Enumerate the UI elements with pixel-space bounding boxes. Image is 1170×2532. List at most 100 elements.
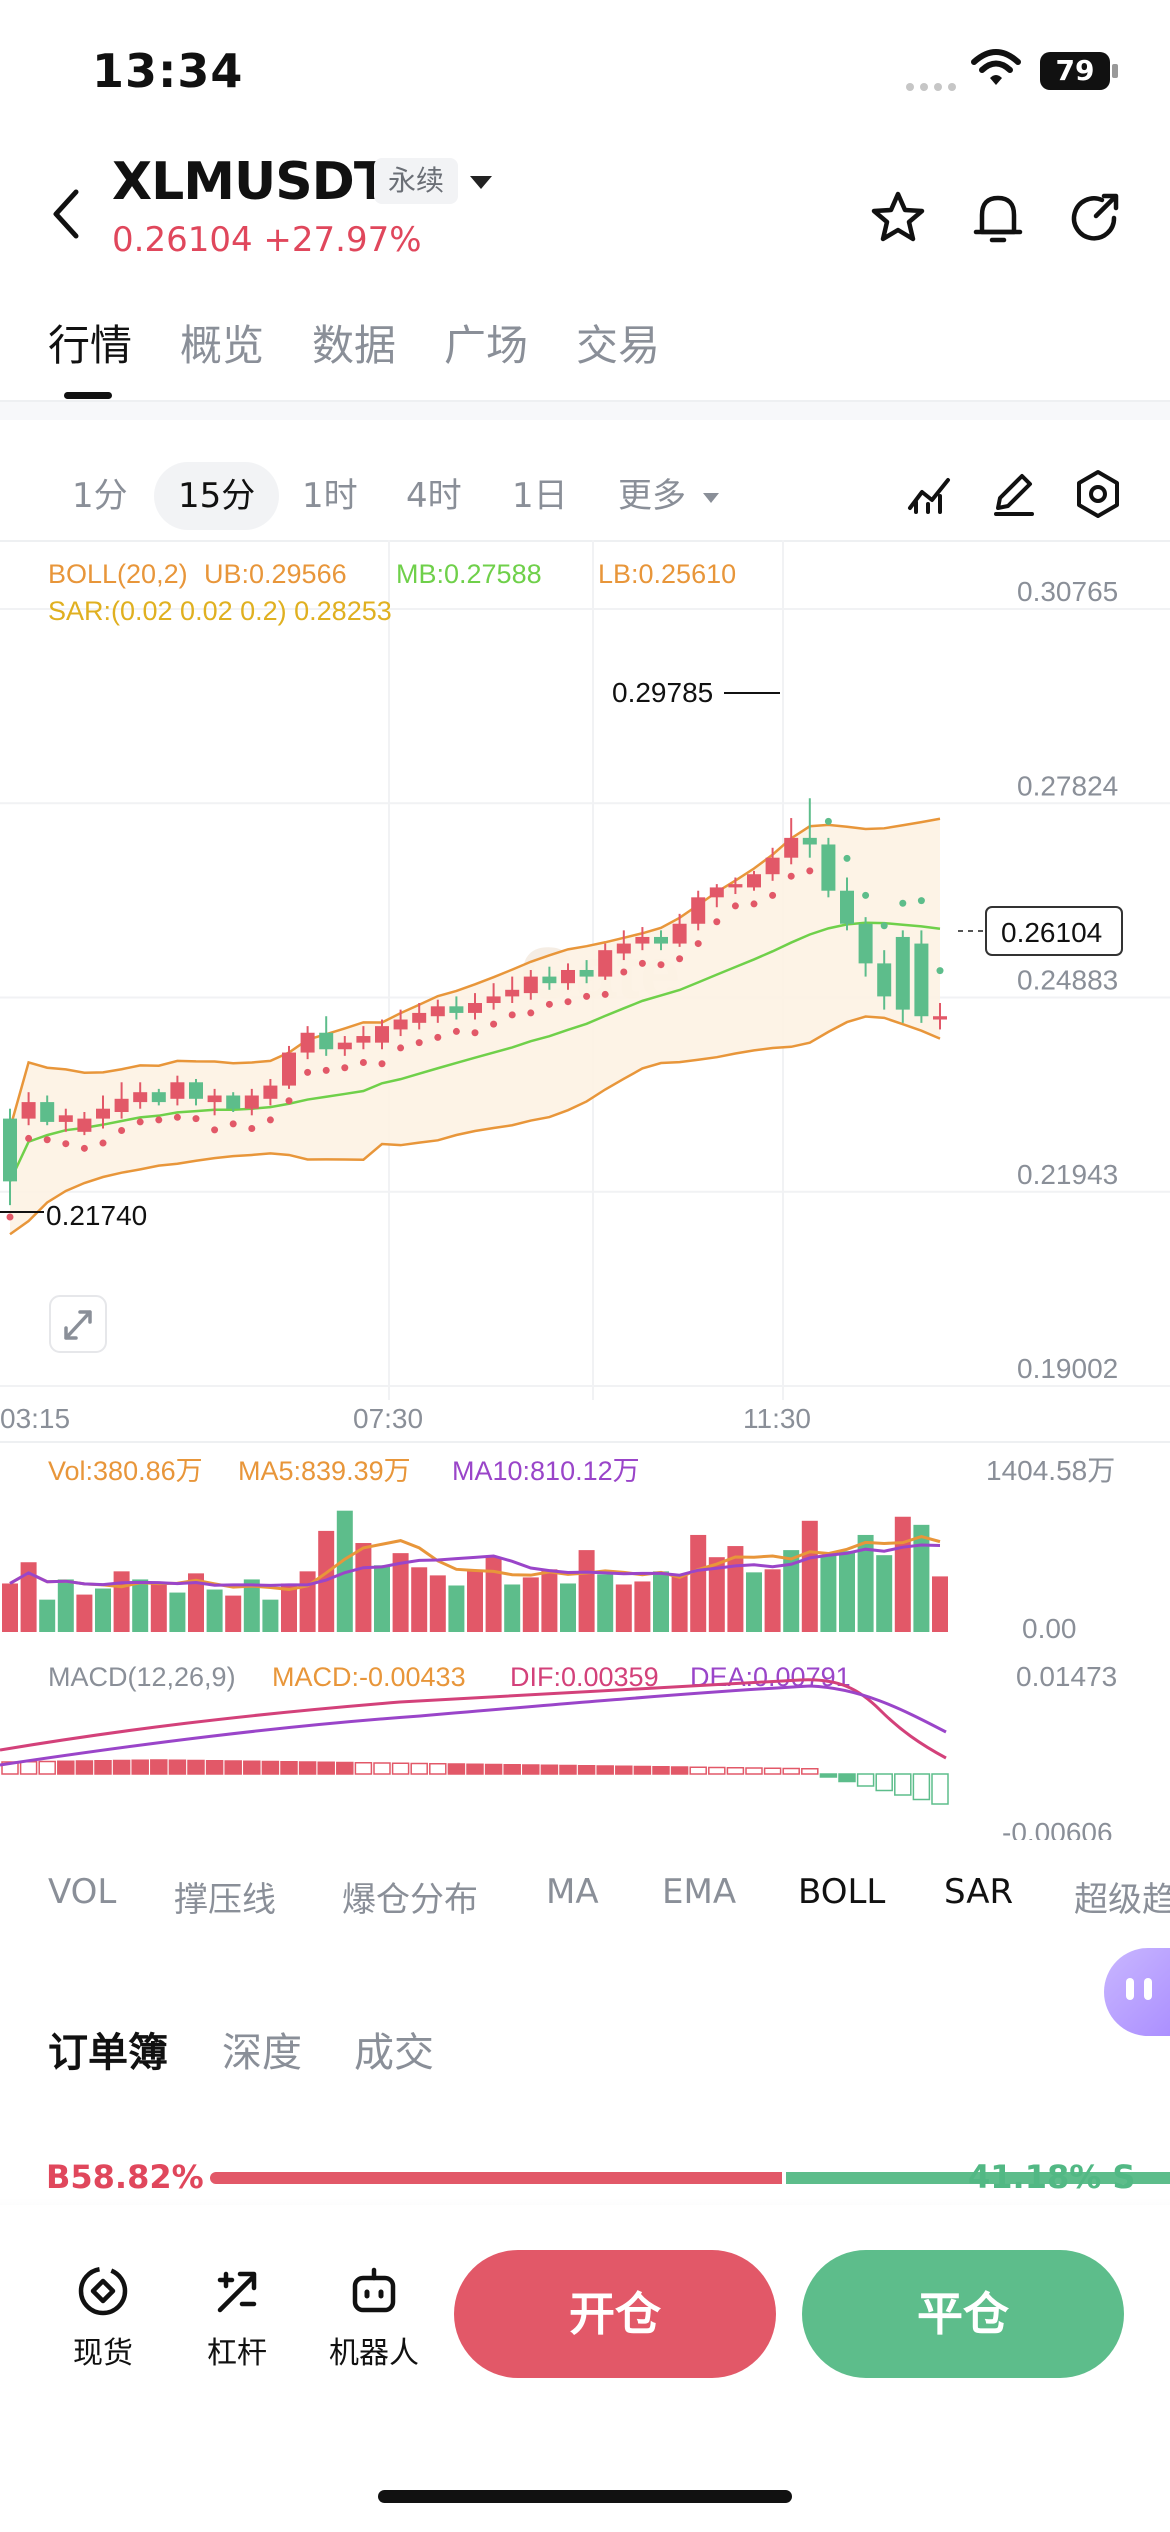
sar-dot bbox=[155, 1116, 163, 1124]
indicator-tab-vol[interactable]: VOL bbox=[48, 1872, 117, 1912]
tab-depth[interactable]: 深度 bbox=[222, 2030, 302, 2076]
nav-robot[interactable]: 机器人 bbox=[318, 2262, 430, 2372]
tab-data[interactable]: 数据 bbox=[312, 321, 397, 370]
timeframe-1h[interactable]: 1时 bbox=[302, 476, 358, 516]
sar-dot bbox=[806, 867, 814, 875]
macd-legend-macd: MACD:-0.00433 bbox=[272, 1662, 466, 1692]
indicator-tab-liquidation[interactable]: 爆仓分布 bbox=[342, 1880, 478, 1920]
timeframe-1d[interactable]: 1日 bbox=[512, 476, 568, 516]
pair-name[interactable]: XLMUSDT bbox=[112, 152, 389, 212]
volume-bar bbox=[281, 1583, 297, 1632]
bell-icon[interactable] bbox=[968, 188, 1028, 248]
indicator-tab-supertrend[interactable]: 超级趋 bbox=[1074, 1880, 1170, 1920]
price-axis: 0.30765 0.27824 0.24883 0.21943 0.19002 bbox=[1017, 576, 1118, 1384]
price-axis-label: 0.21943 bbox=[1017, 1159, 1118, 1190]
candlestick-chart[interactable]: Gate BOLL(20,2) UB:0.29566 MB:0.27588 LB… bbox=[0, 540, 1170, 1840]
indicator-icon[interactable] bbox=[902, 466, 958, 522]
tab-overview[interactable]: 概览 bbox=[180, 321, 265, 370]
sar-dot bbox=[490, 1020, 498, 1028]
sar-dot bbox=[843, 854, 851, 862]
sar-dot bbox=[322, 1066, 330, 1074]
candle bbox=[840, 877, 854, 931]
boll-bands bbox=[8, 817, 941, 1236]
indicator-tab-boll[interactable]: BOLL bbox=[798, 1872, 886, 1912]
macd-histogram bbox=[1, 1759, 949, 1805]
share-icon[interactable] bbox=[1064, 188, 1124, 248]
volume-bar bbox=[243, 1579, 260, 1632]
tab-trades[interactable]: 成交 bbox=[354, 2030, 434, 2076]
assistant-bubble[interactable] bbox=[1104, 1948, 1170, 2036]
candle-body bbox=[263, 1085, 278, 1099]
vol-legend: Vol:380.86万 bbox=[48, 1456, 203, 1486]
candle bbox=[747, 870, 761, 891]
volume-bar bbox=[95, 1588, 111, 1632]
star-icon[interactable] bbox=[868, 188, 928, 248]
tab-market[interactable]: 行情 bbox=[48, 321, 133, 370]
sar-dot bbox=[192, 1115, 200, 1123]
tab-orderbook[interactable]: 订单簿 bbox=[48, 2030, 168, 2076]
active-tab-indicator bbox=[64, 392, 112, 399]
macd-bar bbox=[205, 1760, 224, 1775]
macd-bar bbox=[391, 1762, 410, 1775]
sar-dot bbox=[862, 891, 870, 899]
chevron-down-icon[interactable] bbox=[470, 176, 492, 189]
volume-bar bbox=[615, 1584, 632, 1632]
vol-ma5-legend: MA5:839.39万 bbox=[238, 1456, 411, 1486]
timeframe-more[interactable]: 更多 bbox=[618, 462, 719, 530]
candle-body bbox=[449, 1006, 464, 1013]
sar-legend: SAR:(0.02 0.02 0.2) 0.28253 bbox=[48, 596, 392, 626]
macd-bar bbox=[596, 1765, 614, 1775]
volume-bar bbox=[113, 1571, 130, 1632]
open-position-button[interactable]: 开仓 bbox=[454, 2250, 776, 2378]
candle-body bbox=[858, 923, 873, 964]
macd-bar bbox=[577, 1765, 596, 1775]
timeframe-15m[interactable]: 15分 bbox=[154, 462, 280, 530]
candle-body bbox=[840, 890, 854, 924]
nav-leverage[interactable]: 杠杆 bbox=[182, 2262, 292, 2372]
wifi-icon bbox=[971, 49, 1021, 85]
expand-icon[interactable] bbox=[49, 1295, 107, 1353]
volume-bar bbox=[150, 1584, 167, 1632]
tab-trade[interactable]: 交易 bbox=[576, 321, 661, 370]
candle-body bbox=[40, 1102, 55, 1122]
candle-body bbox=[691, 897, 706, 924]
volume-bar bbox=[2, 1583, 18, 1632]
nav-spot[interactable]: 现货 bbox=[48, 2262, 158, 2372]
sar-dot bbox=[248, 1125, 256, 1133]
indicator-tab-support[interactable]: 撑压线 bbox=[174, 1880, 276, 1920]
candle-body bbox=[877, 963, 892, 997]
sar-dot bbox=[211, 1126, 219, 1134]
indicator-tab-ma[interactable]: MA bbox=[546, 1872, 599, 1912]
sar-dot bbox=[452, 1027, 460, 1035]
sar-dot bbox=[657, 961, 665, 969]
macd-bar bbox=[224, 1760, 242, 1775]
tab-square[interactable]: 广场 bbox=[444, 321, 529, 370]
candle bbox=[728, 877, 743, 895]
indicator-tab-sar[interactable]: SAR bbox=[944, 1872, 1014, 1912]
back-icon[interactable] bbox=[48, 188, 84, 240]
candle-body bbox=[616, 943, 631, 954]
draw-icon[interactable] bbox=[986, 466, 1042, 522]
candle bbox=[319, 1016, 334, 1056]
macd-bar bbox=[782, 1767, 800, 1775]
volume-bar bbox=[57, 1579, 74, 1632]
indicator-tab-ema[interactable]: EMA bbox=[662, 1872, 737, 1912]
candle bbox=[207, 1088, 222, 1116]
timeframe-1m[interactable]: 1分 bbox=[72, 476, 128, 516]
volume-bar bbox=[225, 1595, 242, 1632]
candle-body bbox=[523, 976, 538, 994]
macd-bar bbox=[726, 1767, 745, 1775]
close-position-button[interactable]: 平仓 bbox=[802, 2250, 1124, 2378]
candle bbox=[114, 1082, 129, 1119]
sar-dot bbox=[136, 1118, 144, 1126]
low-price-label: 0.21740 bbox=[46, 1200, 147, 1231]
candle bbox=[672, 913, 687, 947]
candle-body bbox=[468, 1003, 482, 1013]
sar-dot bbox=[694, 940, 702, 948]
candle bbox=[449, 996, 464, 1020]
macd-bar bbox=[280, 1761, 298, 1775]
settings-icon[interactable] bbox=[1070, 466, 1126, 522]
volume-bar bbox=[839, 1551, 855, 1632]
caret-down-icon bbox=[702, 492, 719, 503]
timeframe-4h[interactable]: 4时 bbox=[406, 476, 462, 516]
